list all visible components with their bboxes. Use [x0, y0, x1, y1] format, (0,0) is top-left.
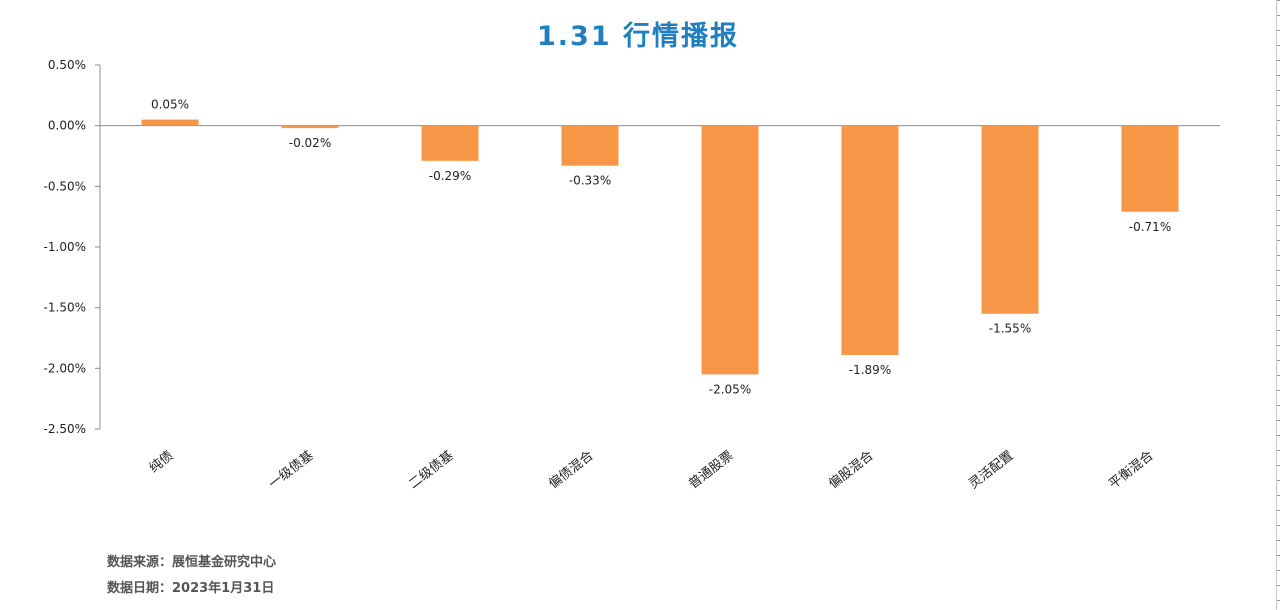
y-tick-label: -1.00%: [44, 240, 86, 254]
bar-7: [981, 125, 1039, 314]
category-label: 偏债混合: [546, 448, 596, 492]
bar-6: [841, 125, 899, 355]
bar-2: [281, 125, 339, 129]
y-tick-label: 0.00%: [48, 119, 86, 133]
data-label: -1.55%: [989, 322, 1031, 336]
category-label: 灵活配置: [966, 448, 1016, 492]
bar-3: [421, 125, 479, 161]
y-tick-label: -1.50%: [44, 301, 86, 315]
data-label: 0.05%: [151, 98, 189, 112]
window-edge: [1276, 0, 1277, 610]
bar-8: [1121, 125, 1179, 212]
y-tick-label: -0.50%: [44, 179, 86, 193]
data-source-note: 数据来源：展恒基金研究中心: [107, 555, 277, 570]
window-edge-dashes: [1277, 0, 1280, 610]
y-tick-label: -2.50%: [44, 422, 86, 436]
data-label: -2.05%: [709, 382, 751, 396]
y-tick-label: 0.50%: [48, 58, 86, 72]
category-label: 二级债基: [406, 448, 456, 492]
category-label: 一级债基: [266, 448, 316, 492]
data-date-note: 数据日期：2023年1月31日: [107, 581, 275, 596]
category-label: 纯债: [147, 448, 177, 476]
y-tick-label: -2.00%: [44, 361, 86, 375]
category-label: 普通股票: [686, 448, 736, 492]
chart-title: 1.31 行情播报: [536, 21, 740, 52]
data-label: -0.29%: [429, 169, 471, 183]
category-label: 平衡混合: [1106, 448, 1156, 492]
category-label: 偏股混合: [826, 448, 876, 492]
bar-1: [141, 119, 199, 126]
data-label: -0.02%: [289, 136, 331, 150]
bar-4: [561, 125, 619, 166]
data-label: -1.89%: [849, 363, 891, 377]
data-label: -0.71%: [1129, 220, 1171, 234]
data-label: -0.33%: [569, 174, 611, 188]
bar-5: [701, 125, 759, 375]
